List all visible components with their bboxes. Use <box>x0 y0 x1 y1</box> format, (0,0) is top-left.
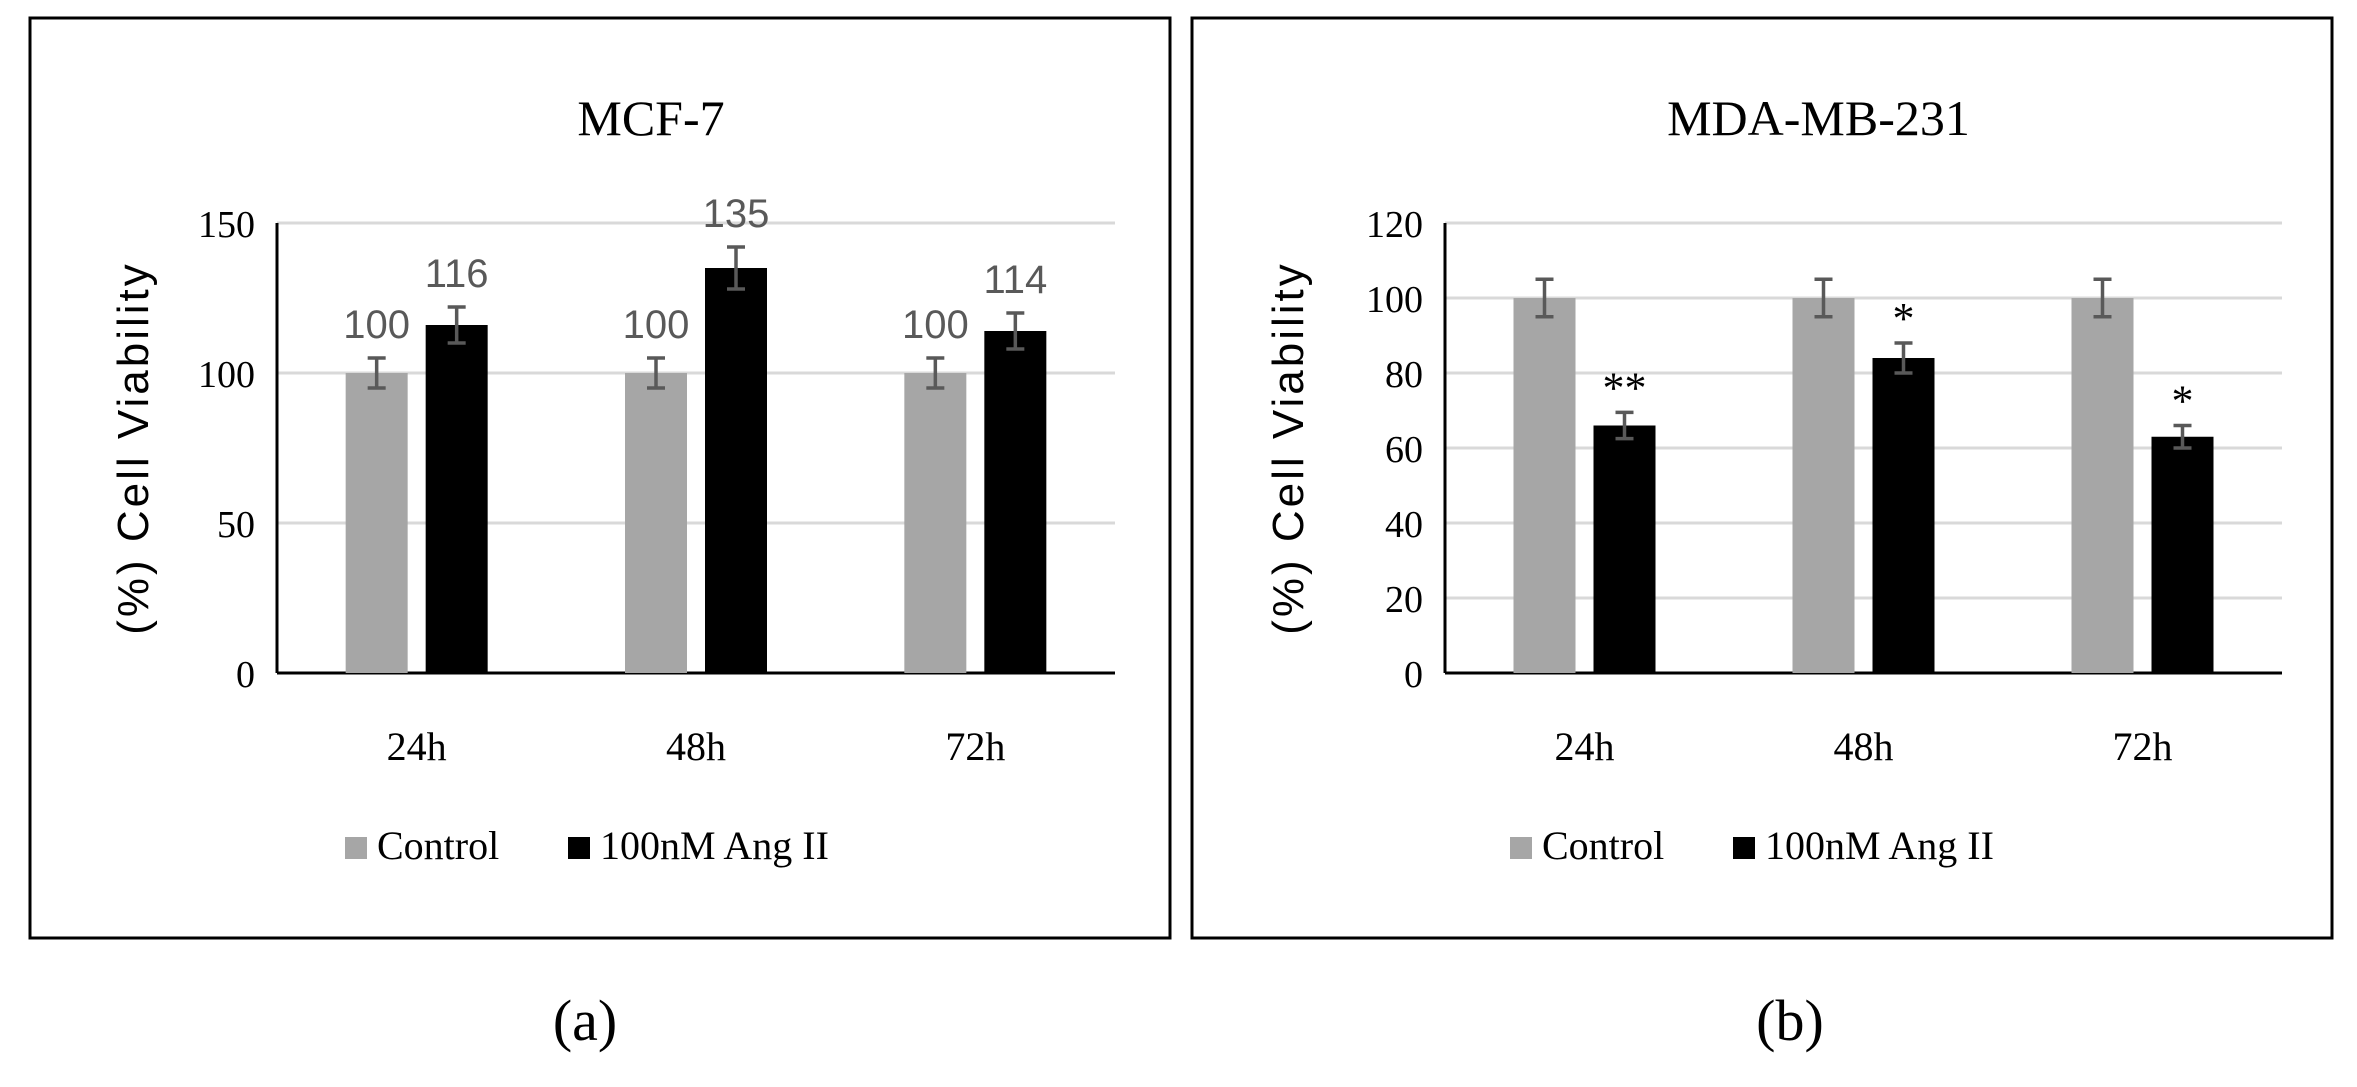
y-tick-label: 50 <box>217 504 255 546</box>
panel-label: (a) <box>553 988 617 1053</box>
y-tick-label: 0 <box>236 654 255 696</box>
data-label: 100 <box>623 303 690 347</box>
y-tick-label: 120 <box>1366 204 1423 246</box>
y-tick-label: 100 <box>1366 279 1423 321</box>
chart-title: MCF-7 <box>577 90 724 146</box>
y-axis-label: (%) Cell Viability <box>109 261 158 635</box>
panel-label: (b) <box>1756 988 1824 1053</box>
y-tick-label: 60 <box>1385 429 1423 471</box>
x-tick-label: 24h <box>1555 724 1615 769</box>
y-tick-label: 20 <box>1385 579 1423 621</box>
panel-frame <box>28 16 1172 940</box>
legend-swatch-ang-ii <box>568 837 590 859</box>
legend-swatch-ang-ii <box>1733 837 1755 859</box>
data-label: 100 <box>343 303 410 347</box>
legend-label: 100nM Ang II <box>1765 823 1994 868</box>
y-tick-label: 80 <box>1385 354 1423 396</box>
legend-label: Control <box>377 823 499 868</box>
y-axis-label: (%) Cell Viability <box>1264 261 1313 635</box>
data-label: 135 <box>703 192 770 236</box>
chart-title: MDA-MB-231 <box>1667 90 1970 146</box>
bar-ang-ii-24h <box>1593 425 1656 673</box>
x-tick-label: 48h <box>666 724 726 769</box>
panel-frame <box>1190 16 2334 940</box>
x-tick-label: 72h <box>945 724 1005 769</box>
bar-control-24h <box>1513 298 1576 673</box>
bar-control-72h <box>904 373 967 673</box>
panel-b: MDA-MB-231 0 20 40 60 80 100 120 (%) Cell Viabil… <box>1190 16 2334 1053</box>
bar-ang-ii-72h <box>2151 436 2214 673</box>
bar-control-24h <box>345 373 408 673</box>
bar-ang-ii-48h <box>705 268 767 673</box>
data-label: 116 <box>425 252 489 296</box>
legend-swatch-control <box>1510 837 1532 859</box>
significance-marker: ** <box>1603 363 1647 412</box>
x-tick-label: 24h <box>387 724 447 769</box>
legend-label: Control <box>1542 823 1664 868</box>
bar-control-48h <box>625 373 687 673</box>
bar-ang-ii-24h <box>425 325 488 673</box>
bar-control-72h <box>2071 298 2134 673</box>
y-tick-label: 150 <box>198 204 255 246</box>
bar-ang-ii-72h <box>984 331 1047 673</box>
y-tick-label: 0 <box>1404 654 1423 696</box>
legend-swatch-control <box>345 837 367 859</box>
x-tick-label: 72h <box>2113 724 2173 769</box>
significance-marker: * <box>1893 294 1915 343</box>
panel-a: MCF-7 0 50 100 150 (%) Cell Viability 24h 100 11… <box>28 16 1172 1053</box>
legend-label: 100nM Ang II <box>600 823 829 868</box>
bar-control-48h <box>1792 298 1855 673</box>
data-label: 114 <box>983 258 1047 302</box>
x-tick-label: 48h <box>1834 724 1894 769</box>
y-tick-label: 40 <box>1385 504 1423 546</box>
significance-marker: * <box>2172 377 2194 426</box>
data-label: 100 <box>902 303 969 347</box>
bar-ang-ii-48h <box>1872 358 1935 673</box>
y-tick-label: 100 <box>198 354 255 396</box>
